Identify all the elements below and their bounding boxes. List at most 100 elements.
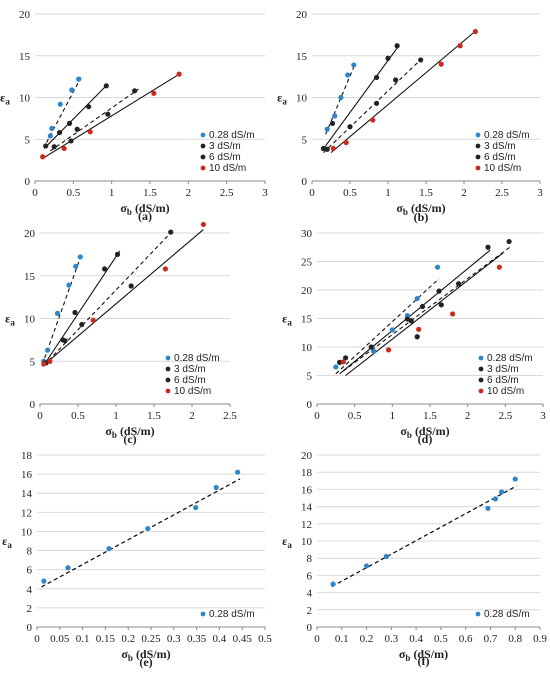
data-point-series-1 [374, 74, 380, 81]
trendline-series-3 [41, 229, 204, 367]
data-point-series-2 [79, 321, 85, 328]
data-point-series-1 [368, 344, 374, 350]
legend-entry: 0.28 dS/m [209, 130, 255, 141]
data-point-series-3 [41, 361, 47, 367]
data-point-series-0 [145, 525, 151, 532]
x-tick-label: 0.5 [348, 410, 362, 422]
x-tick-label: 0 [314, 633, 320, 645]
y-axis-label: εa [0, 91, 10, 107]
chart-panel-2: 0 5 10 15 20 0 0.5 1 1.5 2 2.5 σb (dS/m) εa 0.28 dS/m… [5, 221, 237, 446]
data-point-series-2 [128, 283, 134, 289]
trendline-series-1 [321, 44, 400, 152]
x-tick-label: 2 [465, 410, 471, 422]
x-tick-label: 0.45 [233, 633, 253, 645]
y-tick-label: 12 [301, 519, 312, 531]
x-tick-label: 0 [34, 633, 40, 645]
trendline-series-1 [331, 485, 517, 588]
data-point-series-1 [102, 266, 108, 272]
x-tick-label: 1.5 [419, 187, 433, 199]
legend-marker [475, 611, 481, 617]
data-point-series-0 [106, 546, 112, 552]
x-tick-label: 0.5 [434, 633, 448, 645]
x-tick-label: 0.3 [167, 633, 181, 645]
data-point-series-0 [512, 476, 518, 482]
x-tick-label: 3 [540, 410, 546, 422]
x-axis-label: σb (dS/m) [121, 647, 170, 663]
x-axis-label: σb (dS/m) [120, 201, 169, 217]
x-tick-label: 1 [113, 410, 119, 422]
y-tick-label: 14 [21, 488, 33, 500]
data-point-series-2 [132, 88, 138, 94]
data-point-series-0 [351, 62, 357, 68]
legend-marker [478, 377, 484, 383]
data-point-series-2 [418, 57, 424, 63]
data-point-series-1 [66, 120, 73, 126]
legend-entry: 6 dS/m [174, 375, 206, 386]
y-tick-label: 20 [296, 9, 308, 21]
x-tick-label: 0.9 [533, 633, 547, 645]
data-point-series-0 [345, 72, 351, 78]
x-axis-label: σb (dS/m) [396, 201, 445, 217]
data-point-series-3 [40, 154, 46, 160]
data-point-series-0 [213, 484, 219, 491]
x-tick-label: 0 [37, 410, 43, 422]
data-point-series-0 [66, 282, 72, 288]
y-tick-label: 5 [302, 134, 308, 146]
y-tick-label: 0 [307, 622, 313, 634]
data-point-series-2 [51, 144, 57, 150]
data-point-series-3 [162, 266, 168, 272]
data-point-series-3 [416, 326, 422, 332]
data-point-series-2 [343, 355, 349, 361]
legend-entry: 0.28 dS/m [174, 353, 220, 364]
panel-caption: (f) [418, 654, 430, 668]
panel-caption: (e) [139, 655, 152, 669]
y-tick-label: 6 [27, 565, 33, 577]
data-point-series-0 [434, 264, 441, 270]
legend-marker [200, 165, 206, 171]
x-tick-label: 0.2 [121, 633, 135, 645]
y-tick-label: 0 [27, 622, 33, 634]
data-point-series-2 [393, 77, 399, 83]
data-point-series-3 [330, 145, 336, 152]
data-point-series-2 [105, 111, 111, 117]
y-tick-label: 2 [307, 605, 313, 617]
trendline-series-0 [335, 278, 440, 375]
y-tick-label: 20 [24, 228, 36, 240]
y-tick-label: 18 [301, 467, 313, 479]
data-point-series-1 [86, 104, 92, 110]
data-point-series-0 [485, 505, 491, 511]
legend-marker [165, 377, 171, 383]
x-tick-label: 0.5 [343, 187, 357, 199]
data-point-series-0 [389, 327, 395, 333]
legend-marker [200, 132, 206, 138]
y-tick-label: 15 [19, 51, 31, 63]
data-point-series-1 [114, 251, 121, 257]
data-point-series-2 [68, 138, 74, 144]
y-tick-label: 15 [296, 51, 308, 63]
x-tick-label: 2 [461, 187, 467, 199]
x-tick-label: 0.1 [335, 633, 349, 645]
y-tick-label: 5 [30, 356, 36, 368]
x-axis-label: σb (dS/m) [400, 424, 449, 440]
x-axis-label: σb (dS/m) [399, 647, 448, 663]
x-tick-label: 3 [262, 187, 268, 199]
panel-caption: (a) [138, 209, 152, 223]
y-tick-label: 15 [24, 271, 36, 283]
legend-marker [200, 143, 206, 149]
data-point-series-2 [347, 124, 353, 130]
legend-entry: 10 dS/m [174, 386, 211, 397]
y-axis-label: εa [2, 534, 12, 550]
data-point-series-3 [340, 359, 346, 365]
data-point-series-0 [333, 364, 339, 370]
x-tick-label: 2.5 [223, 410, 237, 422]
data-point-series-0 [363, 563, 370, 569]
x-tick-label: 0.05 [50, 633, 70, 645]
legend-marker [165, 366, 171, 372]
y-tick-label: 18 [21, 450, 33, 462]
legend-entry: 3 dS/m [174, 364, 206, 375]
x-tick-label: 2.5 [498, 410, 512, 422]
legend-marker [475, 143, 481, 149]
y-axis-label: εa [282, 534, 292, 550]
legend-entry: 3 dS/m [484, 141, 516, 152]
data-point-series-2 [408, 318, 414, 324]
